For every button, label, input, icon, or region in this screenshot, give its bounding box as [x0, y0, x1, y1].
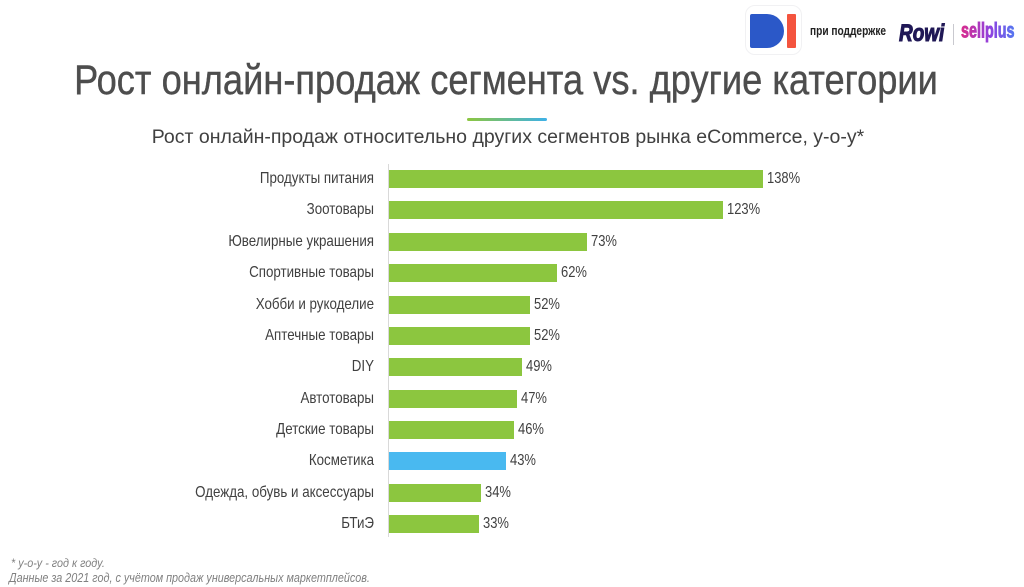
svg-text:sellplus: sellplus [961, 19, 1014, 42]
